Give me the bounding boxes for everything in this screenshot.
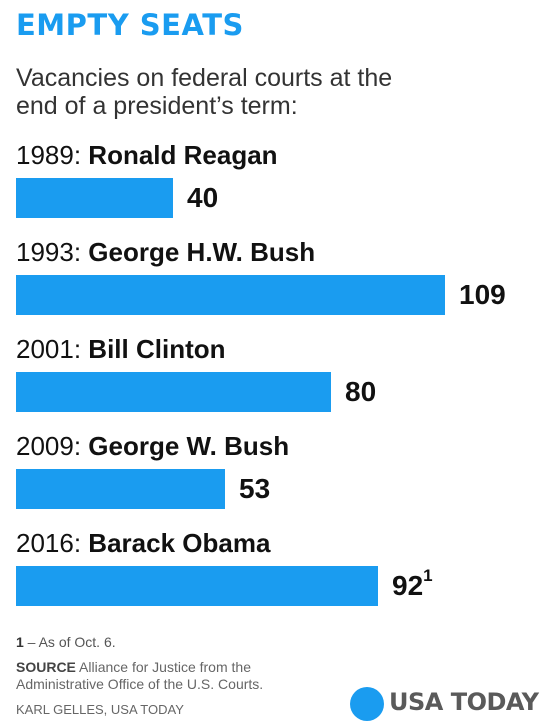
category-year: 1993: bbox=[16, 237, 89, 267]
bar bbox=[16, 178, 173, 218]
footnote-marker: 1 bbox=[423, 566, 433, 585]
category-year: 2001: bbox=[16, 334, 89, 364]
bar-category-label: 2009: George W. Bush bbox=[16, 431, 289, 462]
bar bbox=[16, 566, 378, 606]
category-president: Ronald Reagan bbox=[88, 140, 278, 170]
bar-chart: 1989: Ronald Reagan 40 1993: George H.W. B… bbox=[16, 140, 506, 606]
bar-value: 92 bbox=[392, 570, 424, 601]
bar bbox=[16, 275, 445, 315]
chart-title: EMPTY SEATS bbox=[16, 8, 244, 42]
usa-today-logo-dot bbox=[350, 687, 384, 721]
category-president: George W. Bush bbox=[88, 431, 290, 461]
bar bbox=[16, 469, 225, 509]
bar-value: 40 bbox=[187, 182, 219, 213]
bar-category-label: 1993: George H.W. Bush bbox=[16, 237, 315, 268]
category-president: Barack Obama bbox=[88, 528, 271, 558]
category-president: George H.W. Bush bbox=[88, 237, 316, 267]
category-president: Bill Clinton bbox=[88, 334, 226, 364]
category-year: 2009: bbox=[16, 431, 89, 461]
chart-subtitle: Vacancies on federal courts at the end o… bbox=[16, 64, 393, 120]
usa-today-logo-text: USA TODAY bbox=[389, 688, 539, 716]
bar-value-label: 80 bbox=[345, 376, 376, 408]
bar-category-label: 1989: Ronald Reagan bbox=[16, 140, 278, 171]
bar-value: 80 bbox=[345, 376, 377, 407]
source-text: Alliance for Justice from the Administra… bbox=[16, 659, 264, 692]
source-note: SOURCE Alliance for Justice from the Adm… bbox=[16, 659, 336, 693]
bar-value: 109 bbox=[459, 279, 506, 310]
bar-category-label: 2016: Barack Obama bbox=[16, 528, 270, 559]
bar-value-label: 53 bbox=[239, 473, 270, 505]
footnote-text: – As of Oct. 6. bbox=[23, 634, 116, 650]
footnote: 1 – As of Oct. 6. bbox=[16, 634, 116, 650]
bar-value-label: 921 bbox=[392, 566, 433, 602]
bar bbox=[16, 372, 331, 412]
bar-value-label: 109 bbox=[459, 279, 506, 311]
footnote-mark: 1 bbox=[16, 634, 24, 650]
category-year: 1989: bbox=[16, 140, 89, 170]
credit-line: KARL GELLES, USA TODAY bbox=[16, 702, 184, 717]
bar-category-label: 2001: Bill Clinton bbox=[16, 334, 226, 365]
source-label: SOURCE bbox=[16, 659, 76, 675]
category-year: 2016: bbox=[16, 528, 89, 558]
bar-value: 53 bbox=[239, 473, 271, 504]
bar-value-label: 40 bbox=[187, 182, 218, 214]
